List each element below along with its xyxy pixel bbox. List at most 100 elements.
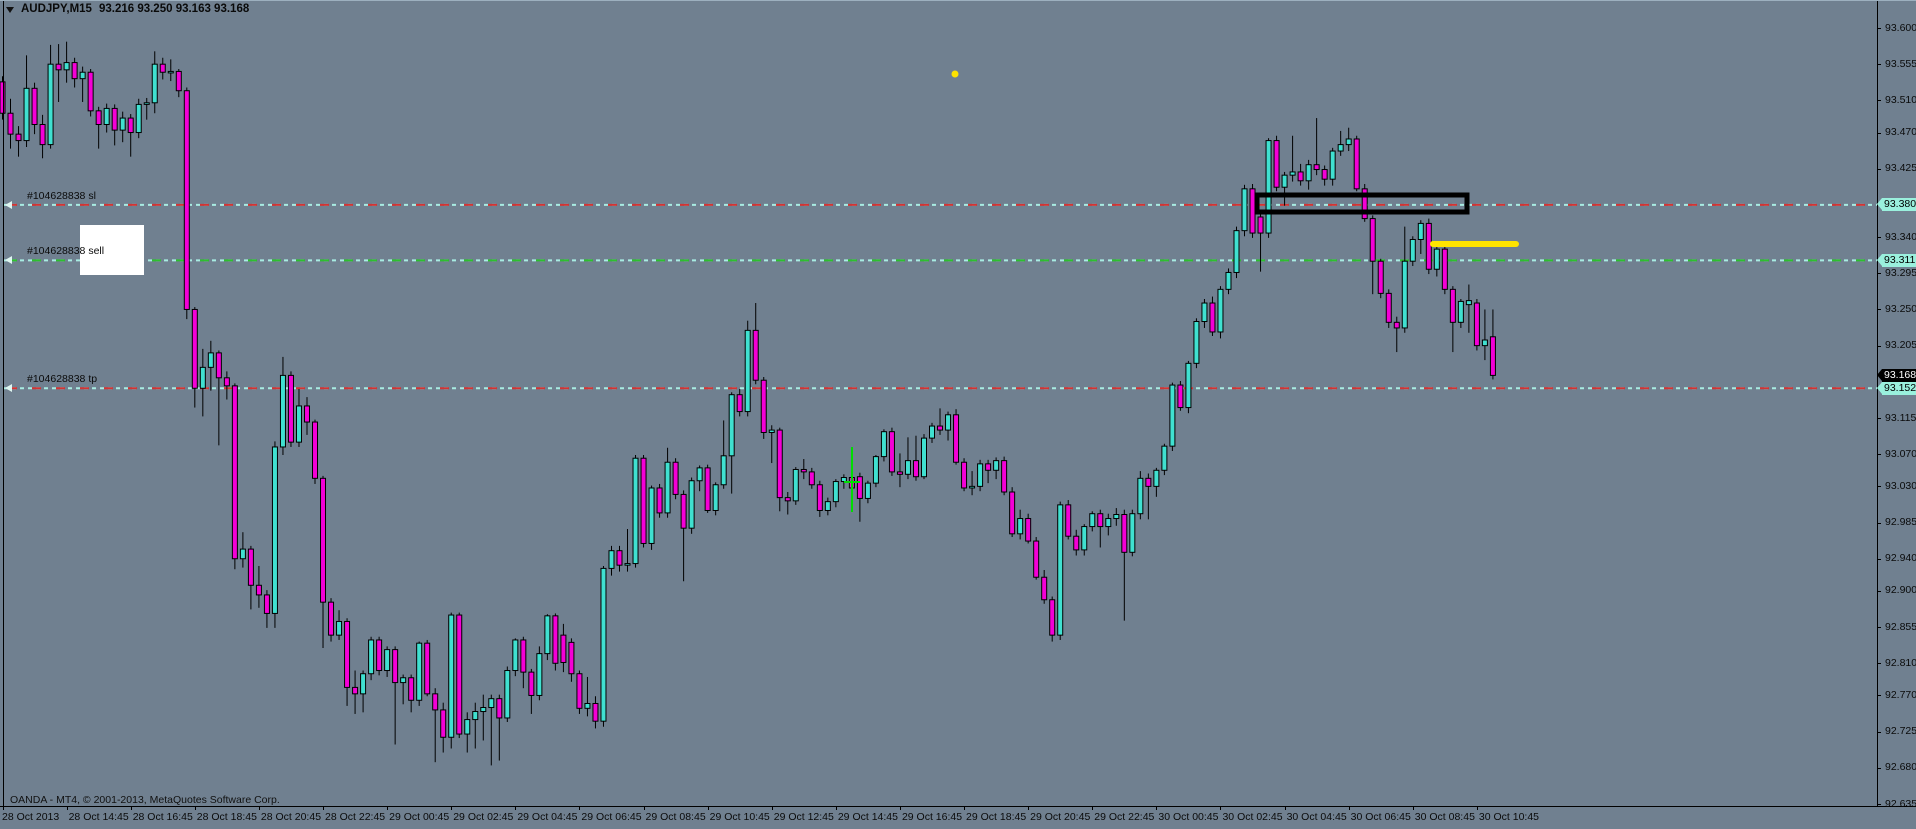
candle-body	[576, 673, 583, 709]
time-tick-label: 29 Oct 22:45	[1094, 811, 1155, 823]
candle-body	[728, 394, 735, 457]
candle-body	[528, 671, 535, 696]
candle-body	[1257, 216, 1264, 234]
candle	[864, 480, 871, 504]
candle	[1313, 118, 1320, 176]
candle	[63, 41, 70, 83]
candle	[1137, 471, 1144, 520]
candle-body	[616, 550, 623, 566]
line-start-arrow-icon	[5, 384, 12, 393]
candle-body	[424, 642, 431, 695]
time-axis[interactable]: 28 Oct 2013 28 Oct 14:45 28 Oct 16:45 28 Oc…	[0, 806, 1916, 829]
candle-body	[1305, 164, 1312, 182]
candle	[1281, 171, 1288, 206]
candle	[456, 612, 463, 739]
candle	[888, 427, 895, 476]
candle	[728, 392, 735, 494]
price-tick-label: 92.770	[1885, 688, 1916, 701]
candle-body	[1241, 188, 1248, 232]
candle	[1289, 135, 1296, 182]
price-tick-label: 93.600	[1885, 21, 1916, 34]
candle	[271, 441, 278, 628]
price-tick-mark	[1877, 590, 1881, 592]
candle	[1129, 509, 1136, 557]
candle-body	[464, 719, 471, 735]
candle-body	[207, 352, 214, 368]
candle-body	[1001, 460, 1008, 493]
candle-body	[344, 620, 351, 688]
time-tick-mark	[515, 806, 517, 810]
candle	[856, 472, 863, 522]
candle-body	[1361, 188, 1368, 220]
candle-body	[400, 677, 407, 684]
candle-body	[167, 70, 174, 74]
candle-body	[977, 463, 984, 487]
candle	[608, 545, 615, 576]
price-tick-mark	[1877, 522, 1881, 524]
candle	[1209, 296, 1216, 336]
candle-body	[1249, 188, 1256, 234]
candle	[1353, 135, 1360, 192]
candle	[969, 471, 976, 496]
candle	[1025, 513, 1032, 544]
candle	[496, 694, 503, 761]
candle	[31, 82, 38, 135]
candle-body	[1433, 248, 1440, 270]
time-tick-label: 29 Oct 06:45	[581, 811, 642, 823]
candle-body	[704, 467, 711, 511]
candle-body	[896, 471, 903, 475]
candle	[183, 87, 190, 320]
candle	[215, 350, 222, 446]
price-axis[interactable]: 93.600 93.555 93.510 93.470 93.425 93.380 93.3…	[1877, 0, 1916, 810]
candle-body	[1217, 288, 1224, 333]
chevron-down-icon[interactable]	[6, 6, 14, 13]
level-price-tag: 93.152	[1877, 381, 1916, 395]
candle-body	[808, 471, 815, 486]
candle	[111, 104, 118, 146]
candle	[159, 57, 166, 80]
candle-body	[1265, 140, 1272, 234]
candle	[568, 638, 575, 682]
candle-body	[360, 673, 367, 695]
time-tick-label: 28 Oct 14:45	[68, 811, 129, 823]
price-tick-mark	[1877, 627, 1881, 629]
white-rectangle-object[interactable]	[80, 225, 144, 275]
candle-body	[295, 405, 302, 443]
level-price-tag: 93.311	[1877, 253, 1916, 267]
candle-body	[736, 394, 743, 413]
candle-body	[15, 133, 22, 142]
candle-body	[993, 460, 1000, 471]
candle	[23, 55, 30, 148]
price-tick-mark	[1877, 237, 1881, 239]
candle-body	[7, 112, 14, 135]
candle-body	[71, 62, 78, 80]
time-tick-mark	[1412, 806, 1414, 810]
time-tick-label: 29 Oct 20:45	[1030, 811, 1091, 823]
time-tick-label: 30 Oct 10:45	[1478, 811, 1540, 823]
yellow-dot-object[interactable]	[951, 70, 959, 78]
price-tick-label: 93.510	[1885, 93, 1916, 106]
candle	[1073, 529, 1080, 556]
candle	[448, 612, 455, 749]
price-tick-label: 92.680	[1885, 761, 1916, 774]
time-tick-label: 28 Oct 18:45	[196, 811, 257, 823]
candle	[424, 639, 431, 697]
price-chart[interactable]	[0, 0, 1916, 806]
candle	[1193, 318, 1200, 369]
candle	[15, 126, 22, 157]
candle	[440, 702, 447, 753]
candle-body	[263, 594, 270, 614]
candle-body	[520, 639, 527, 673]
candle-body	[95, 110, 102, 125]
candle	[231, 383, 238, 570]
candle	[360, 670, 367, 713]
candle	[191, 307, 198, 408]
chart-symbol-label: AUDJPY,M15	[21, 3, 92, 15]
candle	[752, 303, 759, 385]
candle	[247, 545, 254, 610]
candle	[904, 437, 911, 480]
candle	[1361, 184, 1368, 222]
black-rectangle-object[interactable]	[1254, 192, 1470, 215]
candle-body	[336, 620, 343, 636]
candle	[552, 613, 559, 671]
